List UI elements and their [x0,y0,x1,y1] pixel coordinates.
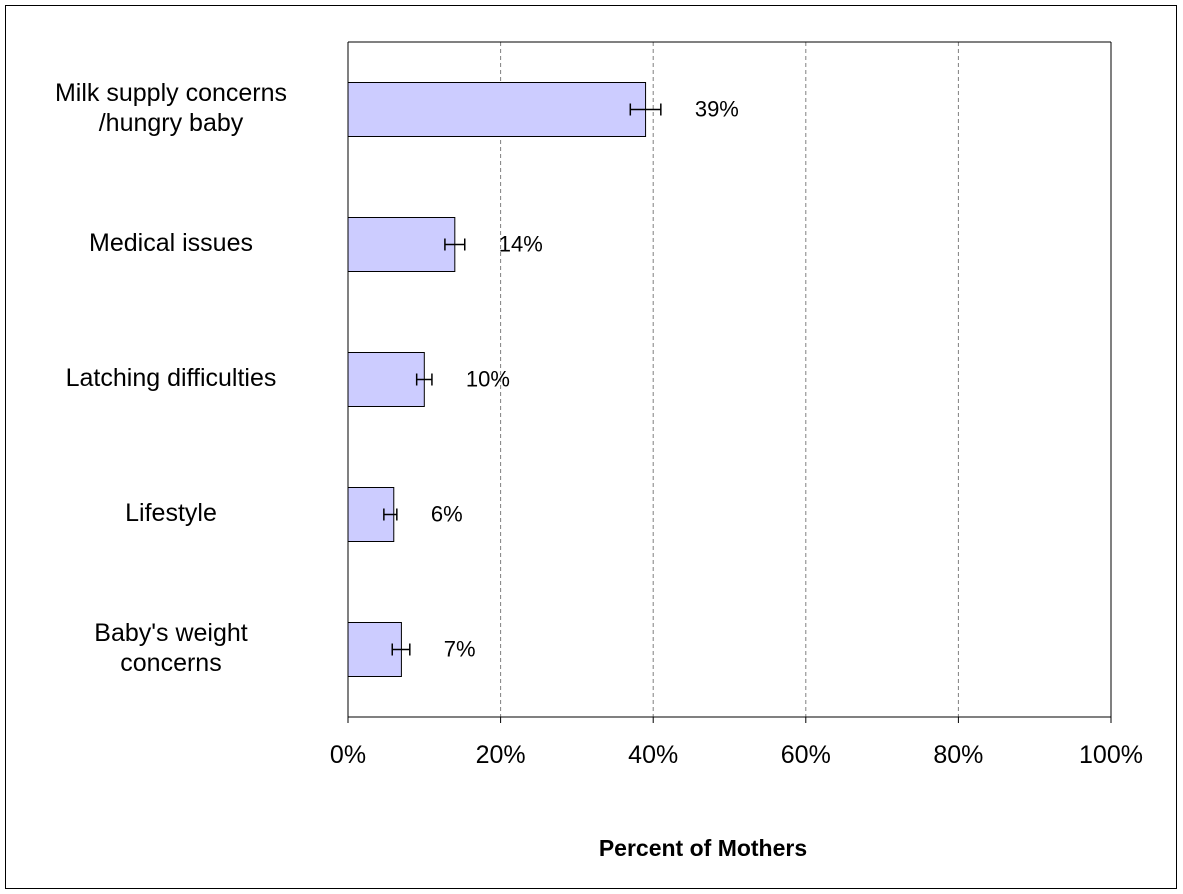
category-label-3: Lifestyle [125,499,217,527]
category-label-2: Latching difficulties [66,364,277,392]
category-label-1: Medical issues [89,229,253,257]
error-bar-4 [391,643,411,656]
category-label-line: Milk supply concerns [55,79,287,107]
category-label-line: Baby's weight [94,619,248,647]
x-tick-label-40: 40% [628,741,678,769]
bar-2 [347,352,425,407]
category-label-line: Lifestyle [125,499,217,527]
x-tick-label-20: 20% [476,741,526,769]
category-label-line: Latching difficulties [66,364,277,392]
data-label-4: 7% [444,636,476,661]
category-label-0: Milk supply concerns/hungry baby [55,79,287,137]
data-label-1: 14% [499,231,543,256]
category-label-4: Baby's weight concerns [94,619,248,677]
chart-frame: 39% Milk supply concerns/hungry baby 14% Me… [5,5,1177,889]
data-label-2: 10% [466,366,510,391]
bar-1 [347,217,456,272]
axes [347,41,1112,723]
labels: 39% Milk supply concerns/hungry baby 14% Me… [55,79,1143,769]
x-tick-label-60: 60% [781,741,831,769]
category-label-line: concerns [120,649,221,677]
data-label-3: 6% [431,501,463,526]
error-bar-2 [415,373,433,386]
category-label-line: Medical issues [89,229,253,257]
gridlines [500,42,1112,717]
error-bar-0 [629,103,662,116]
x-tick-label-80: 80% [933,741,983,769]
error-bar-3 [383,508,398,521]
data-label-0: 39% [695,96,739,121]
error-bar-1 [444,238,466,251]
x-axis-title: Percent of Mothers [599,835,807,861]
bar-0 [347,82,647,137]
x-tick-label-0: 0% [330,741,366,769]
category-label-line: /hungry baby [99,109,244,137]
bar-chart: 39% Milk supply concerns/hungry baby 14% Me… [55,41,1143,861]
x-tick-label-100: 100% [1079,741,1143,769]
